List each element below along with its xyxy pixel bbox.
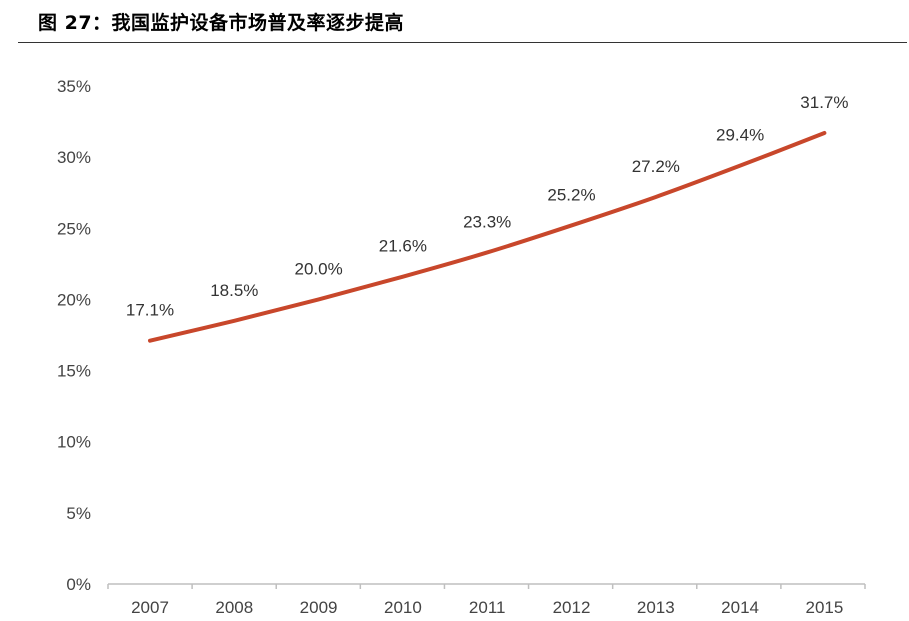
y-tick-label: 20% xyxy=(57,290,91,309)
x-axis-tick-marks xyxy=(107,584,866,589)
y-tick-label: 35% xyxy=(57,77,91,96)
y-axis-tick-labels: 0% 5% 10% 15% 20% 25% 30% 35% xyxy=(57,77,91,594)
y-tick-label: 30% xyxy=(57,148,91,167)
x-tick-label: 2009 xyxy=(300,598,338,617)
x-tick-label: 2011 xyxy=(469,598,506,617)
data-label: 21.6% xyxy=(379,237,427,256)
x-tick-label: 2007 xyxy=(131,598,169,617)
y-tick-label: 15% xyxy=(57,362,91,381)
data-labels: 17.1% 18.5% 20.0% 21.6% 23.3% 25.2% 27.2% 29.4%… xyxy=(126,93,849,320)
x-tick-label: 2008 xyxy=(215,598,253,617)
title-divider xyxy=(18,42,907,43)
data-label: 18.5% xyxy=(210,281,258,300)
data-label: 17.1% xyxy=(126,301,174,320)
y-tick-label: 0% xyxy=(66,575,91,594)
figure-title: 图 27：我国监护设备市场普及率逐步提高 xyxy=(38,12,405,34)
x-tick-label: 2012 xyxy=(553,598,591,617)
series-line xyxy=(148,130,827,343)
y-tick-label: 5% xyxy=(66,504,91,523)
data-label: 31.7% xyxy=(800,93,848,112)
data-label: 20.0% xyxy=(294,259,342,278)
x-tick-label: 2010 xyxy=(384,598,422,617)
x-tick-label: 2013 xyxy=(637,598,675,617)
x-tick-label: 2015 xyxy=(805,598,843,617)
x-axis-tick-labels: 2007 2008 2009 2010 2011 2012 2013 2014 2015 xyxy=(131,598,843,617)
data-label: 25.2% xyxy=(547,185,595,204)
data-label: 27.2% xyxy=(632,157,680,176)
data-label: 23.3% xyxy=(463,212,511,231)
data-label: 29.4% xyxy=(716,126,764,145)
y-tick-label: 10% xyxy=(57,433,91,452)
y-tick-label: 25% xyxy=(57,219,91,238)
x-tick-label: 2014 xyxy=(721,598,759,617)
